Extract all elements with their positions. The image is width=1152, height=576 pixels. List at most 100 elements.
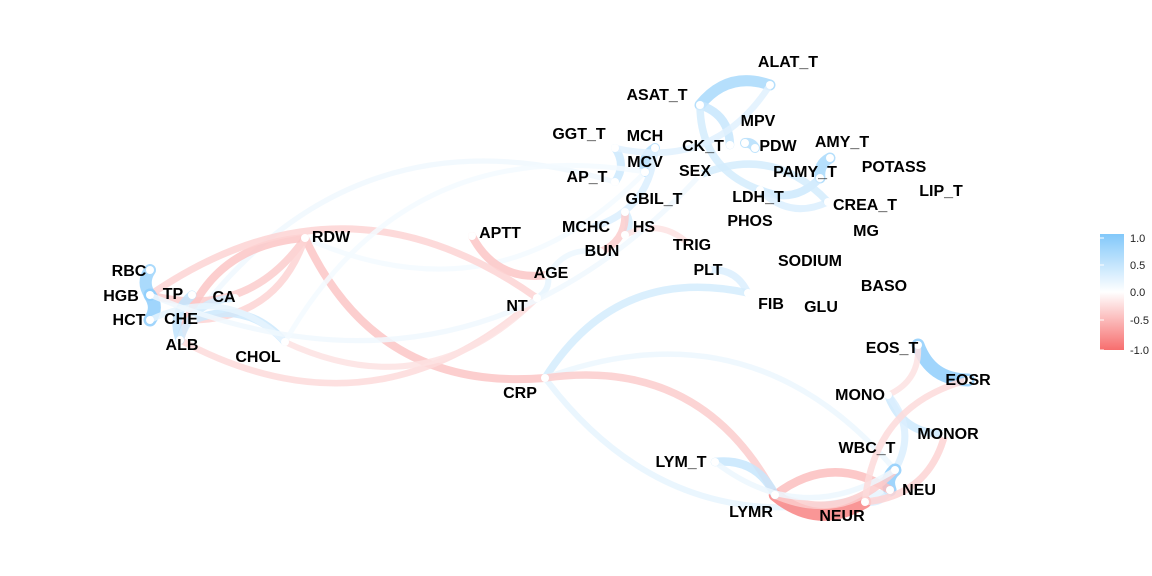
edge-asat_t-ldh_t bbox=[696, 101, 764, 194]
node-label-sodium: SODIUM bbox=[778, 253, 842, 270]
edge-mchc-mch bbox=[586, 144, 659, 232]
node-point-mchc bbox=[586, 224, 594, 232]
node-label-alat_t: ALAT_T bbox=[758, 54, 818, 71]
node-point-baso bbox=[880, 282, 888, 290]
edge-hs-trig bbox=[622, 225, 693, 248]
nodes-layer bbox=[146, 81, 972, 506]
node-point-amy_t bbox=[826, 154, 834, 162]
node-label-trig: TRIG bbox=[673, 237, 711, 254]
node-point-nt bbox=[533, 294, 541, 302]
node-point-mg bbox=[861, 228, 869, 236]
node-point-phos bbox=[746, 216, 754, 224]
node-label-lip_t: LIP_T bbox=[919, 183, 963, 200]
node-label-lymr: LYMR bbox=[729, 504, 773, 521]
node-point-wbc_t bbox=[891, 466, 899, 474]
node-label-sex: SEX bbox=[679, 163, 711, 180]
node-point-eos_t bbox=[914, 341, 922, 349]
node-point-lymr bbox=[771, 491, 779, 499]
legend-ticks: 1.0 0.5 0.0 -0.5 -1.0 bbox=[1100, 233, 1149, 357]
node-label-phos: PHOS bbox=[727, 213, 773, 230]
edge-aptt-age bbox=[468, 232, 552, 280]
node-point-mch bbox=[651, 144, 659, 152]
node-point-hgb bbox=[146, 291, 154, 299]
node-point-aptt bbox=[468, 232, 476, 240]
node-label-che: CHE bbox=[164, 311, 198, 328]
legend-tick-label: 0.0 bbox=[1130, 287, 1145, 299]
node-point-glu bbox=[816, 303, 824, 311]
node-point-ck_t bbox=[726, 141, 734, 149]
node-point-pamy_t bbox=[816, 174, 824, 182]
edge-asat_t-ck_t bbox=[695, 100, 735, 150]
edge-ggt_t-ap_t bbox=[611, 144, 625, 186]
node-label-lym_t: LYM_T bbox=[656, 454, 707, 471]
node-point-rdw bbox=[301, 234, 309, 242]
node-label-nt: NT bbox=[506, 298, 528, 315]
edge-nt-hgb bbox=[146, 225, 541, 302]
node-point-neu bbox=[886, 486, 894, 494]
node-label-plt: PLT bbox=[693, 262, 722, 279]
node-label-ck_t: CK_T bbox=[682, 138, 724, 155]
node-point-ca bbox=[231, 294, 239, 302]
edge-ggt_t-alat_t bbox=[611, 81, 774, 157]
node-label-chol: CHOL bbox=[235, 349, 281, 366]
node-label-amy_t: AMY_T bbox=[815, 134, 869, 151]
node-label-hs: HS bbox=[633, 219, 656, 236]
node-label-hgb: HGB bbox=[103, 288, 139, 305]
node-label-pamy_t: PAMY_T bbox=[773, 164, 837, 181]
edges-layer bbox=[139, 75, 975, 521]
node-label-mono: MONO bbox=[835, 387, 885, 404]
edge-sex-hgb bbox=[147, 172, 703, 344]
node-label-neu: NEU bbox=[902, 482, 936, 499]
node-point-trig bbox=[686, 241, 694, 249]
node-label-baso: BASO bbox=[861, 278, 907, 295]
labels-layer: ALAT_T ASAT_T MPV GGT_T MCH CK_T PDW AMY_T MCV SE… bbox=[103, 54, 991, 525]
node-point-hs bbox=[621, 231, 629, 239]
node-label-mcv: MCV bbox=[627, 154, 663, 171]
node-label-glu: GLU bbox=[804, 299, 838, 316]
node-point-sodium bbox=[806, 258, 814, 266]
node-label-tp: TP bbox=[163, 286, 184, 303]
node-point-potass bbox=[846, 161, 854, 169]
node-label-mg: MG bbox=[853, 223, 879, 240]
node-label-mpv: MPV bbox=[741, 113, 776, 130]
node-point-che bbox=[189, 316, 197, 324]
node-label-eosr: EOSR bbox=[945, 372, 991, 389]
node-point-lym_t bbox=[711, 458, 719, 466]
node-point-sex bbox=[696, 171, 704, 179]
edge-crp-wbc_t bbox=[542, 351, 898, 473]
node-label-asat_t: ASAT_T bbox=[626, 87, 687, 104]
node-label-pdw: PDW bbox=[759, 138, 797, 155]
node-label-bun: BUN bbox=[585, 243, 620, 260]
edge-lym_t-lymr bbox=[710, 457, 780, 500]
node-point-hct bbox=[146, 316, 154, 324]
node-label-ldh_t: LDH_T bbox=[732, 189, 784, 206]
edge-eos_t-mono bbox=[885, 342, 922, 398]
edge-alat_t-asat_t bbox=[694, 75, 776, 111]
edge-monor-neur bbox=[861, 430, 949, 506]
edge-mcv-chol bbox=[282, 162, 648, 345]
node-label-eos_t: EOS_T bbox=[866, 340, 919, 357]
node-point-mpv bbox=[741, 139, 749, 147]
node-label-age: AGE bbox=[534, 265, 569, 282]
node-label-wbc_t: WBC_T bbox=[839, 440, 896, 457]
edge-fib-crp bbox=[541, 283, 752, 382]
node-point-mono bbox=[884, 391, 892, 399]
edge-ca-alb bbox=[176, 294, 239, 344]
node-label-crp: CRP bbox=[503, 385, 537, 402]
node-label-mchc: MCHC bbox=[562, 219, 610, 236]
edge-bun-age bbox=[545, 248, 603, 278]
edge-lymr-wbc_t bbox=[771, 466, 899, 510]
node-point-bun bbox=[596, 248, 604, 256]
node-point-alat_t bbox=[766, 81, 774, 89]
node-label-rdw: RDW bbox=[312, 229, 351, 246]
legend-tick-label: 0.5 bbox=[1130, 260, 1145, 272]
node-point-mcv bbox=[641, 168, 649, 176]
node-label-ca: CA bbox=[212, 289, 236, 306]
edge-gbil_t-bun bbox=[596, 208, 629, 256]
node-point-pdw bbox=[751, 144, 759, 152]
node-label-ggt_t: GGT_T bbox=[552, 126, 606, 143]
node-label-neur: NEUR bbox=[819, 508, 865, 525]
node-label-fib: FIB bbox=[758, 296, 784, 313]
node-point-chol bbox=[281, 338, 289, 346]
